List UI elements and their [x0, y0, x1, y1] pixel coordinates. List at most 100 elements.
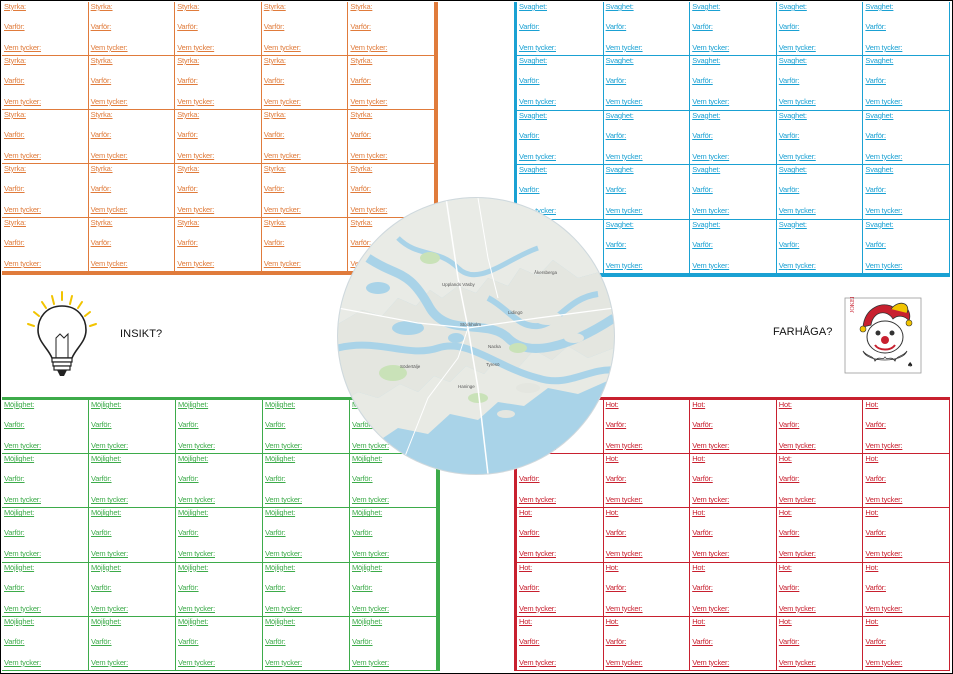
strengths-card-reason: Varför: — [350, 184, 371, 193]
strengths-card-who: Vem tycker: — [263, 151, 301, 160]
threats-card-who: Vem tycker: — [692, 495, 730, 505]
threats-card: Hot: Varför: Vem tycker: — [776, 562, 864, 617]
strengths-card-title: Styrka: — [4, 56, 26, 65]
strengths-card-title: Styrka: — [90, 110, 113, 119]
opportunities-card-reason: Varför: — [352, 636, 373, 646]
opportunities-card-who: Vem tycker: — [265, 495, 302, 505]
strengths-card-reason: Varför: — [263, 22, 285, 31]
weaknesses-card-who: Vem tycker: — [605, 151, 643, 161]
opportunities-card: Möjlighet: Varför: Vem tycker: — [263, 454, 350, 509]
weaknesses-card-title: Svaghet: — [692, 110, 721, 120]
weaknesses-card-reason: Varför: — [519, 76, 540, 86]
strengths-card-title: Styrka: — [263, 218, 286, 227]
weaknesses-card-reason: Varför: — [692, 22, 713, 31]
opportunities-card-who: Vem tycker: — [178, 603, 215, 613]
threats-card: Hot: Varför: Vem tycker: — [776, 616, 864, 671]
opportunities-card-who: Vem tycker: — [4, 495, 41, 505]
strengths-card: Styrka: Varför: Vem tycker: — [2, 56, 89, 110]
strengths-card-reason: Varför: — [350, 76, 371, 85]
opportunities-card-reason: Varför: — [91, 420, 112, 429]
opportunities-card-reason: Varför: — [4, 582, 25, 592]
strengths-card: Styrka: Varför: Vem tycker: — [261, 164, 349, 218]
threats-card-who: Vem tycker: — [519, 603, 556, 613]
weaknesses-card: Svaghet: Varför: Vem tycker: — [603, 56, 691, 111]
strengths-card-reason: Varför: — [90, 238, 112, 247]
strengths-card-who: Vem tycker: — [263, 43, 301, 52]
weaknesses-card-reason: Varför: — [692, 185, 713, 195]
threats-card-reason: Varför: — [605, 582, 627, 592]
opportunities-card-reason: Varför: — [178, 582, 199, 592]
weaknesses-card-who: Vem tycker: — [519, 97, 556, 107]
strengths-card-title: Styrka: — [263, 164, 286, 173]
threats-card: Hot: Varför: Vem tycker: — [690, 508, 777, 563]
weaknesses-card-who: Vem tycker: — [692, 206, 730, 216]
weaknesses-card-reason: Varför: — [605, 239, 627, 249]
threats-card-reason: Varför: — [865, 582, 886, 592]
threats-card-reason: Varför: — [519, 474, 540, 484]
strengths-card: Styrka: Varför: Vem tycker: — [2, 164, 89, 218]
threats-card-title: Hot: — [865, 508, 879, 518]
weaknesses-card: Svaghet: Varför: Vem tycker: — [603, 165, 691, 220]
opportunities-card-who: Vem tycker: — [352, 603, 389, 613]
opportunities-card-who: Vem tycker: — [265, 549, 302, 559]
threats-card-title: Hot: — [692, 562, 706, 572]
weaknesses-card: Svaghet: Varför: Vem tycker: — [863, 165, 950, 220]
weaknesses-card-reason: Varför: — [778, 130, 800, 140]
threats-card-reason: Varför: — [692, 636, 713, 646]
strengths-card-reason: Varför: — [177, 238, 198, 247]
strengths-card-reason: Varför: — [4, 238, 25, 247]
weaknesses-card: Svaghet: Varför: Vem tycker: — [690, 56, 777, 111]
map-label: Åkersberga — [534, 269, 558, 275]
strengths-card-who: Vem tycker: — [4, 97, 41, 106]
weaknesses-grid: Svaghet: Varför: Vem tycker: Svaghet: Varför… — [514, 2, 950, 277]
threats-card: Hot: Varför: Vem tycker: — [776, 400, 864, 455]
opportunities-card-who: Vem tycker: — [352, 495, 389, 505]
strengths-grid: Styrka: Varför: Vem tycker: Styrka: Varför: V… — [2, 2, 438, 275]
weaknesses-card-reason: Varför: — [865, 130, 886, 140]
threats-card-title: Hot: — [778, 454, 792, 464]
strengths-card-reason: Varför: — [4, 184, 25, 193]
threats-card-reason: Varför: — [865, 420, 886, 429]
strengths-card-title: Styrka: — [350, 110, 373, 119]
threats-card-reason: Varför: — [519, 528, 540, 538]
jester-card-icon: JOKER ♠ — [844, 297, 922, 374]
threats-card-reason: Varför: — [778, 582, 800, 592]
opportunities-card-reason: Varför: — [4, 420, 25, 429]
threats-card-reason: Varför: — [692, 528, 713, 538]
strengths-card: Styrka: Varför: Vem tycker: — [2, 218, 89, 272]
strengths-card-reason: Varför: — [263, 184, 285, 193]
strengths-card-who: Vem tycker: — [177, 259, 215, 268]
threats-card-who: Vem tycker: — [692, 549, 730, 559]
threats-card-title: Hot: — [692, 508, 706, 518]
strengths-card-reason: Varför: — [350, 130, 371, 139]
threats-card-title: Hot: — [778, 400, 792, 409]
strengths-card-title: Styrka: — [4, 2, 26, 11]
strengths-card-who: Vem tycker: — [177, 43, 215, 52]
opportunities-card: Möjlighet: Varför: Vem tycker: — [350, 562, 437, 617]
threats-card-title: Hot: — [605, 400, 619, 409]
threats-grid: Hot: Varför: Vem tycker: Hot: Varför: Vem tyc… — [514, 397, 950, 671]
strengths-card-reason: Varför: — [4, 76, 25, 85]
threats-card-who: Vem tycker: — [605, 441, 643, 450]
threats-card: Hot: Varför: Vem tycker: — [690, 454, 777, 509]
opportunities-card-title: Möjlighet: — [178, 508, 209, 518]
weaknesses-card-title: Svaghet: — [778, 110, 807, 120]
weaknesses-card-who: Vem tycker: — [692, 43, 730, 52]
opportunities-card-who: Vem tycker: — [4, 657, 41, 667]
strengths-card-title: Styrka: — [4, 110, 26, 119]
weaknesses-card: Svaghet: Varför: Vem tycker: — [690, 110, 777, 166]
strengths-card-reason: Varför: — [177, 22, 198, 31]
threats-card-who: Vem tycker: — [692, 657, 730, 667]
weaknesses-card: Svaghet: Varför: Vem tycker: — [517, 110, 604, 166]
opportunities-card-title: Möjlighet: — [352, 454, 383, 464]
weaknesses-card-reason: Varför: — [865, 185, 886, 195]
weaknesses-card: Svaghet: Varför: Vem tycker: — [863, 2, 950, 57]
opportunities-card-title: Möjlighet: — [265, 562, 296, 572]
threats-card-reason: Varför: — [778, 420, 800, 429]
weaknesses-card-title: Svaghet: — [865, 165, 894, 175]
threats-card-who: Vem tycker: — [605, 549, 643, 559]
threats-card-title: Hot: — [692, 454, 706, 464]
weaknesses-card: Svaghet: Varför: Vem tycker: — [776, 2, 864, 57]
strengths-card-who: Vem tycker: — [350, 151, 388, 160]
weaknesses-card: Svaghet: Varför: Vem tycker: — [776, 165, 864, 220]
